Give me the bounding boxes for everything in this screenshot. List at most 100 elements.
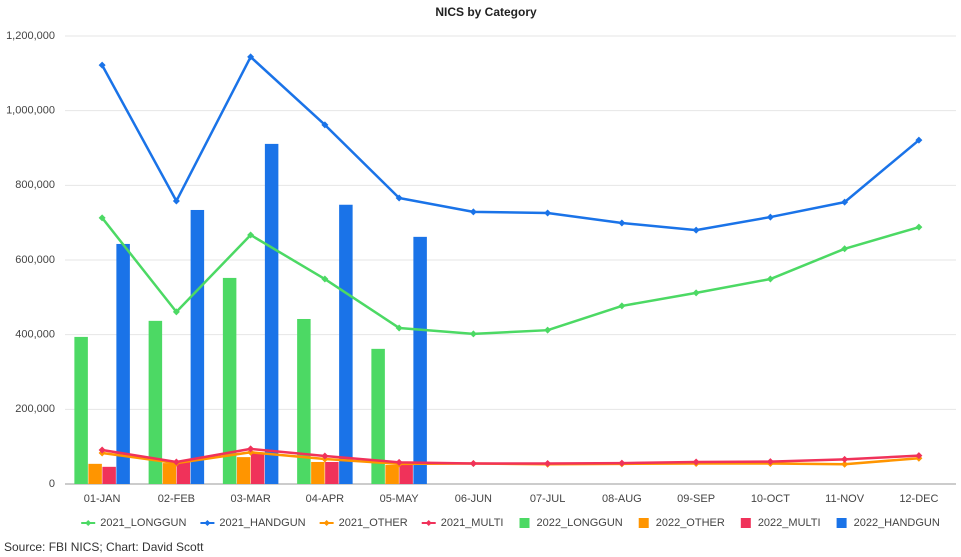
x-tick-label: 08-AUG	[602, 493, 642, 505]
point-marker	[841, 460, 849, 468]
point-marker	[841, 198, 849, 206]
y-tick-label: 800,000	[15, 179, 55, 191]
point-marker	[395, 194, 403, 202]
legend-item: 2021_OTHER	[319, 517, 408, 529]
bar	[264, 143, 279, 485]
bar	[88, 463, 102, 484]
point-marker	[915, 223, 923, 231]
bar	[399, 463, 413, 484]
legend-item: 2022_MULTI	[740, 517, 821, 529]
x-tick-label: 10-OCT	[751, 493, 790, 505]
x-tick-label: 01-JAN	[84, 493, 121, 505]
legend-swatch	[519, 518, 530, 528]
y-tick-label: 1,000,000	[6, 105, 55, 117]
point-marker	[98, 61, 106, 69]
bar	[162, 463, 177, 484]
legend-label: 2021_LONGGUN	[100, 517, 186, 529]
line	[101, 55, 920, 232]
y-tick-label: 0	[49, 478, 55, 490]
point-marker	[321, 452, 329, 460]
point-marker	[247, 231, 255, 239]
legend: 2021_LONGGUN 2021_HANDGUN 2021_OTHER 2021_M…	[81, 517, 940, 529]
bar	[176, 461, 191, 484]
bar	[325, 461, 339, 484]
bar	[102, 466, 116, 484]
legend-swatch	[638, 518, 649, 528]
point-marker	[395, 458, 403, 466]
source-note: Source: FBI NICS; Chart: David Scott	[4, 540, 204, 554]
point-marker	[618, 302, 626, 310]
bar	[413, 236, 427, 484]
legend-swatch	[85, 520, 92, 526]
point-marker	[98, 446, 106, 454]
bar	[74, 336, 88, 484]
x-tick-label: 11-NOV	[825, 493, 865, 505]
bar	[116, 243, 130, 484]
legend-label: 2022_MULTI	[758, 517, 821, 529]
legend-item: 2021_MULTI	[421, 517, 504, 529]
point-marker	[172, 458, 180, 466]
legend-swatch	[204, 520, 211, 526]
point-marker	[544, 326, 552, 334]
bar	[371, 348, 385, 484]
point-marker	[841, 455, 849, 463]
point-marker	[321, 121, 329, 129]
legend-label: 2021_MULTI	[441, 517, 504, 529]
line	[101, 447, 919, 465]
point-marker	[544, 209, 552, 217]
x-tick-label: 09-SEP	[677, 493, 715, 505]
chart-title: NICS by Category	[435, 5, 537, 19]
line	[101, 217, 920, 336]
legend-label: 2022_HANDGUN	[854, 517, 940, 529]
legend-swatch	[740, 518, 751, 528]
x-tick-label: 05-MAY	[380, 493, 420, 505]
legend-item: 2022_HANDGUN	[836, 517, 940, 529]
y-tick-label: 400,000	[15, 329, 55, 341]
bar	[297, 318, 311, 484]
legend-swatch	[836, 518, 847, 528]
x-tick-label: 02-FEB	[158, 493, 195, 505]
point-marker	[841, 245, 849, 253]
point-marker	[469, 459, 477, 467]
bar	[250, 453, 265, 484]
legend-label: 2021_OTHER	[339, 517, 408, 529]
legend-swatch	[323, 520, 330, 526]
legend-label: 2022_OTHER	[656, 517, 725, 529]
bar	[385, 464, 399, 484]
legend-label: 2021_HANDGUN	[219, 517, 305, 529]
y-tick-label: 200,000	[15, 403, 55, 415]
point-marker	[692, 458, 700, 466]
y-tick-label: 600,000	[15, 254, 55, 266]
point-marker	[172, 308, 180, 316]
point-marker	[766, 458, 774, 466]
point-marker	[692, 226, 700, 234]
x-tick-label: 04-APR	[306, 493, 345, 505]
legend-item: 2022_LONGGUN	[519, 517, 623, 529]
point-marker	[172, 197, 180, 205]
point-marker	[692, 289, 700, 297]
y-tick-label: 1,200,000	[6, 30, 55, 42]
x-tick-label: 12-DEC	[899, 493, 938, 505]
bar	[222, 277, 237, 484]
point-marker	[618, 219, 626, 227]
point-marker	[395, 324, 403, 332]
point-marker	[469, 330, 477, 338]
x-tick-label: 06-JUN	[455, 493, 492, 505]
point-marker	[98, 214, 106, 222]
bar	[311, 461, 325, 484]
bar	[339, 204, 353, 484]
bar	[148, 320, 163, 484]
point-marker	[915, 136, 923, 144]
point-marker	[766, 213, 774, 221]
legend-item: 2022_OTHER	[638, 517, 725, 529]
point-marker	[247, 445, 255, 453]
legend-item: 2021_LONGGUN	[81, 517, 186, 529]
point-marker	[618, 459, 626, 467]
point-marker	[321, 275, 329, 283]
legend-item: 2021_HANDGUN	[200, 517, 306, 529]
bar	[236, 457, 251, 484]
point-marker	[544, 459, 552, 467]
point-marker	[766, 275, 774, 283]
